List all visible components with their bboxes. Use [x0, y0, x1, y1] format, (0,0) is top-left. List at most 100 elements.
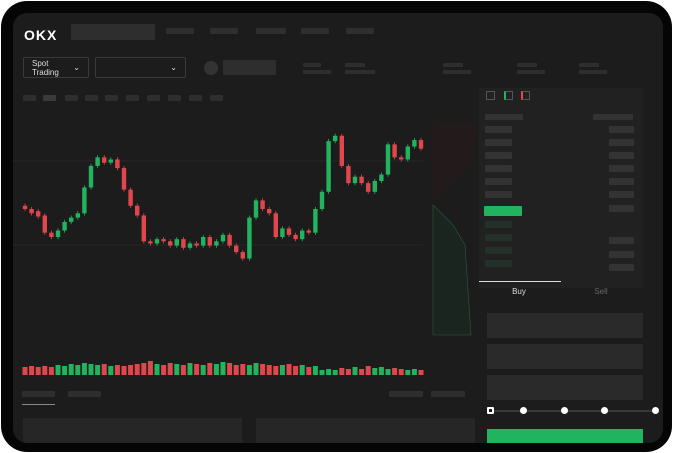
volume-bar: [95, 365, 101, 375]
interval-button[interactable]: [65, 95, 78, 101]
candle-up: [300, 230, 305, 240]
volume-bar: [319, 370, 325, 375]
candle-up: [319, 191, 325, 209]
screen: OKX Spot Trading ⌄ ⌄ Buy Sell: [13, 13, 663, 443]
nav-item[interactable]: [301, 28, 329, 34]
interval-button[interactable]: [189, 95, 202, 101]
order-book: [479, 88, 643, 288]
volume-bar: [279, 365, 285, 375]
candlestick-chart[interactable]: [13, 105, 478, 375]
candle-down: [135, 205, 140, 216]
stat-value: [517, 70, 545, 74]
volume-bar: [240, 364, 246, 375]
interval-button[interactable]: [126, 95, 139, 101]
orderbook-asks-icon[interactable]: [521, 91, 530, 100]
tab-buy[interactable]: Buy: [512, 287, 526, 296]
candle-down: [49, 232, 54, 237]
stat-value: [579, 70, 607, 74]
nav-item[interactable]: [210, 28, 238, 34]
volume-bar: [233, 365, 239, 375]
ask-row: [609, 165, 634, 172]
candle-up: [82, 187, 87, 214]
search-bar[interactable]: [71, 24, 155, 40]
market-select-label: Spot Trading: [32, 58, 59, 77]
candle-down: [359, 176, 364, 184]
ask-row: [609, 139, 634, 146]
volume-bar: [81, 363, 87, 375]
candle-down: [181, 239, 186, 248]
ask-row: [609, 178, 634, 185]
volume-bar: [75, 365, 81, 375]
volume-bar: [246, 365, 252, 375]
candle-up: [313, 209, 318, 233]
pair-select[interactable]: ⌄: [95, 57, 186, 78]
slider-step[interactable]: [520, 407, 527, 414]
volume-bar: [332, 370, 338, 375]
orderbook-both-icon[interactable]: [486, 91, 495, 100]
candle-down: [392, 144, 397, 158]
orderbook-bids-icon[interactable]: [504, 91, 513, 100]
nav-item[interactable]: [166, 28, 194, 34]
interval-button[interactable]: [168, 95, 181, 101]
volume-bar: [359, 369, 365, 375]
price-input[interactable]: [487, 313, 643, 338]
slider-handle[interactable]: [487, 407, 494, 414]
orders-card: [23, 418, 242, 443]
total-input[interactable]: [487, 375, 643, 400]
candle-up: [253, 200, 259, 218]
volume-bar: [220, 362, 226, 375]
pair-name: [223, 60, 276, 75]
amount-input[interactable]: [487, 344, 643, 369]
candle-up: [280, 228, 285, 237]
volume-bar: [306, 367, 312, 375]
candle-down: [128, 189, 133, 206]
candle-down: [286, 228, 292, 235]
interval-button[interactable]: [43, 95, 56, 101]
candle-up: [187, 243, 193, 248]
slider-step[interactable]: [601, 407, 608, 414]
volume-bar: [273, 366, 279, 375]
ask-row: [609, 152, 634, 159]
volume-bar: [108, 366, 114, 375]
candle-up: [108, 159, 113, 163]
candle-up: [372, 181, 377, 192]
slider-step[interactable]: [652, 407, 659, 414]
nav-item[interactable]: [346, 28, 374, 34]
candle-down: [306, 230, 311, 233]
bid-row: [485, 260, 512, 267]
interval-button[interactable]: [85, 95, 98, 101]
stat-value: [303, 70, 331, 74]
candle-up: [220, 234, 226, 242]
bid-row: [609, 237, 634, 244]
candle-up: [379, 174, 384, 181]
tab-orders[interactable]: [22, 391, 55, 397]
coin-icon: [204, 61, 218, 75]
filter-button[interactable]: [389, 391, 423, 397]
interval-button[interactable]: [105, 95, 118, 101]
market-select[interactable]: Spot Trading ⌄: [23, 57, 89, 78]
interval-button[interactable]: [210, 95, 223, 101]
tab-sell[interactable]: Sell: [594, 287, 608, 296]
candle-up: [69, 217, 74, 222]
candle-up: [412, 140, 417, 147]
tab-history[interactable]: [68, 391, 101, 397]
volume-bar: [385, 369, 391, 375]
chevron-down-icon: ⌄: [170, 63, 177, 72]
ask-row: [609, 191, 634, 198]
volume-bar: [101, 364, 107, 375]
candle-down: [418, 140, 424, 149]
candle-up: [88, 165, 94, 188]
book-header: [485, 114, 523, 120]
nav-item[interactable]: [256, 28, 286, 34]
candle-up: [214, 241, 219, 246]
leverage-slider[interactable]: [487, 407, 659, 414]
filter-button[interactable]: [431, 391, 465, 397]
interval-button[interactable]: [23, 95, 36, 101]
volume-bar: [345, 369, 351, 375]
slider-step[interactable]: [561, 407, 568, 414]
volume-bar: [326, 369, 332, 375]
candle-down: [42, 215, 47, 233]
buy-button[interactable]: [487, 429, 643, 443]
interval-button[interactable]: [147, 95, 160, 101]
chevron-down-icon: ⌄: [73, 63, 80, 72]
